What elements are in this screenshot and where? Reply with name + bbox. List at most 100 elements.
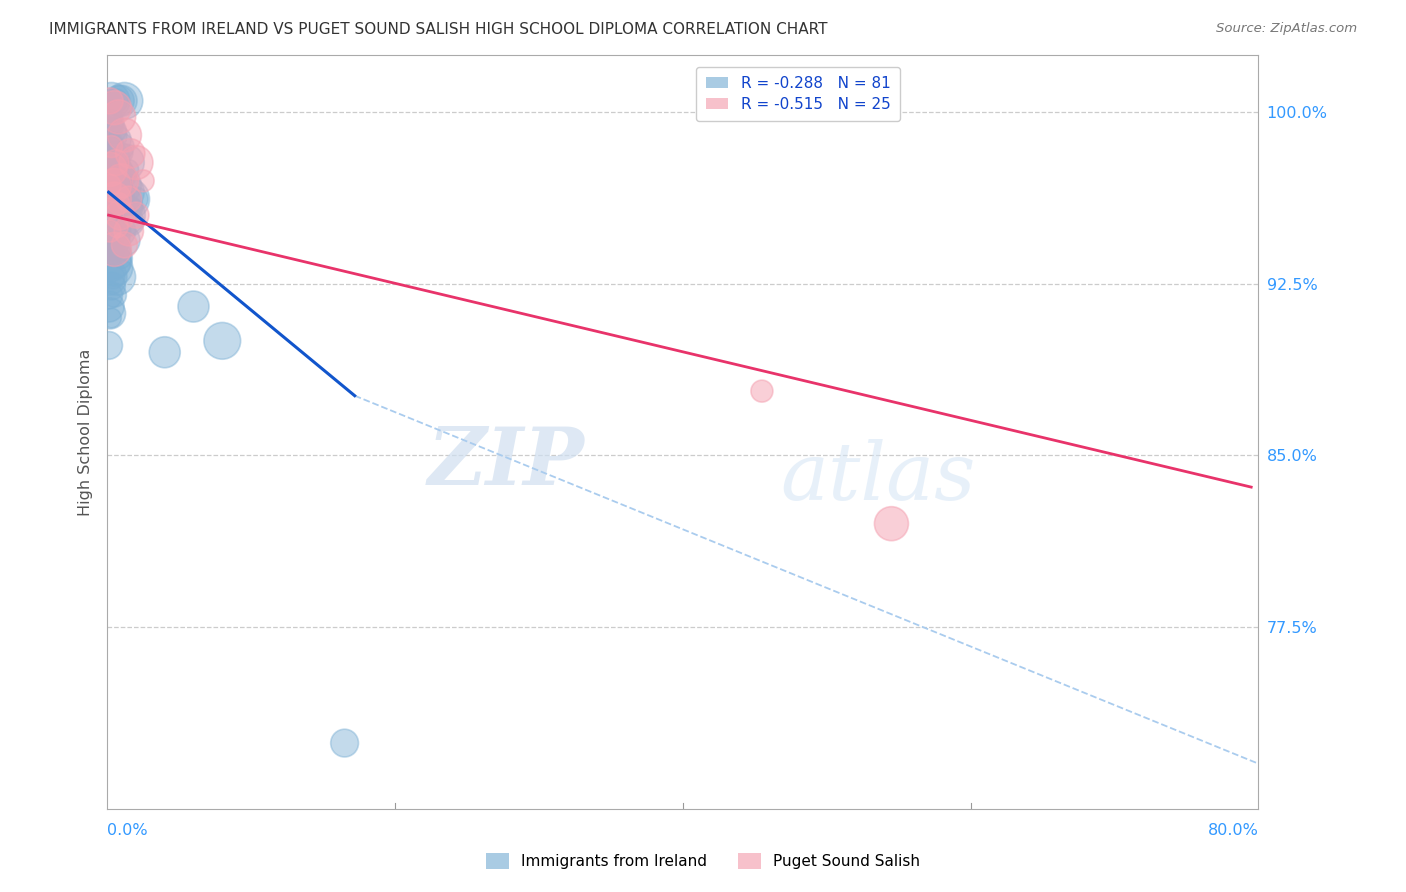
Point — [105, 133, 128, 147]
Point — [100, 279, 122, 293]
Point — [97, 128, 120, 142]
Point — [108, 139, 131, 153]
Text: IMMIGRANTS FROM IRELAND VS PUGET SOUND SALISH HIGH SCHOOL DIPLOMA CORRELATION CH: IMMIGRANTS FROM IRELAND VS PUGET SOUND S… — [49, 22, 828, 37]
Point — [103, 192, 125, 206]
Legend: Immigrants from Ireland, Puget Sound Salish: Immigrants from Ireland, Puget Sound Sal… — [479, 847, 927, 875]
Point — [112, 128, 135, 142]
Point — [103, 151, 125, 165]
Point — [115, 155, 138, 169]
Point — [97, 139, 120, 153]
Point — [100, 196, 122, 211]
Point — [97, 243, 120, 257]
Point — [97, 243, 120, 257]
Point — [100, 139, 122, 153]
Point — [183, 300, 205, 314]
Point — [132, 174, 155, 188]
Point — [751, 384, 773, 398]
Point — [118, 224, 141, 238]
Point — [107, 110, 129, 124]
Point — [97, 215, 120, 229]
Point — [98, 224, 121, 238]
Point — [120, 146, 142, 161]
Point — [100, 139, 122, 153]
Point — [100, 310, 122, 325]
Point — [103, 101, 125, 115]
Point — [97, 186, 120, 200]
Point — [103, 178, 125, 193]
Point — [98, 155, 121, 169]
Point — [100, 224, 122, 238]
Text: 0.0%: 0.0% — [107, 823, 148, 838]
Point — [112, 237, 135, 252]
Point — [105, 269, 128, 284]
Point — [103, 123, 125, 137]
Point — [118, 192, 141, 206]
Point — [110, 196, 132, 211]
Point — [880, 516, 903, 531]
Point — [110, 94, 132, 108]
Point — [120, 215, 142, 229]
Text: 80.0%: 80.0% — [1208, 823, 1258, 838]
Text: ZIP: ZIP — [427, 424, 585, 501]
Point — [107, 94, 129, 108]
Point — [98, 169, 121, 184]
Text: Source: ZipAtlas.com: Source: ZipAtlas.com — [1216, 22, 1357, 36]
Point — [103, 233, 125, 247]
Point — [118, 162, 141, 177]
Point — [98, 253, 121, 268]
Y-axis label: High School Diploma: High School Diploma — [79, 349, 93, 516]
Point — [115, 206, 138, 220]
Point — [101, 167, 124, 181]
Point — [104, 178, 127, 193]
Point — [103, 206, 125, 220]
Point — [100, 94, 122, 108]
Point — [105, 162, 128, 177]
Point — [107, 196, 129, 211]
Point — [111, 146, 134, 161]
Point — [122, 201, 145, 215]
Point — [125, 192, 148, 206]
Point — [103, 243, 125, 257]
Point — [105, 215, 128, 229]
Legend: R = -0.288   N = 81, R = -0.515   N = 25: R = -0.288 N = 81, R = -0.515 N = 25 — [696, 67, 900, 121]
Point — [153, 345, 176, 359]
Point — [105, 219, 128, 234]
Point — [107, 243, 129, 257]
Point — [333, 736, 356, 750]
Point — [101, 178, 124, 193]
Point — [125, 208, 148, 222]
Point — [118, 192, 141, 206]
Point — [100, 201, 122, 215]
Point — [98, 206, 121, 220]
Point — [108, 186, 131, 200]
Point — [112, 233, 135, 247]
Point — [108, 224, 131, 238]
Point — [104, 155, 127, 169]
Point — [97, 288, 120, 302]
Text: atlas: atlas — [780, 439, 976, 516]
Point — [115, 186, 138, 200]
Point — [112, 94, 135, 108]
Point — [98, 306, 121, 320]
Point — [111, 178, 134, 193]
Point — [112, 208, 135, 222]
Point — [107, 187, 129, 202]
Point — [211, 334, 233, 348]
Point — [108, 208, 131, 222]
Point — [100, 139, 122, 153]
Point — [98, 178, 121, 193]
Point — [97, 162, 120, 177]
Point — [97, 196, 120, 211]
Point — [125, 155, 148, 169]
Point — [101, 117, 124, 131]
Point — [101, 269, 124, 284]
Point — [98, 110, 121, 124]
Point — [110, 252, 132, 266]
Point — [97, 300, 120, 314]
Point — [108, 169, 131, 184]
Point — [100, 233, 122, 247]
Point — [110, 174, 132, 188]
Point — [97, 215, 120, 229]
Point — [104, 162, 127, 177]
Point — [98, 94, 121, 108]
